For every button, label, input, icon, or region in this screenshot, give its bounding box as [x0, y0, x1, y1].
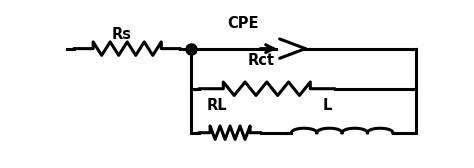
Text: Rs: Rs [112, 27, 132, 42]
Text: Rct: Rct [248, 53, 275, 68]
Text: L: L [323, 98, 332, 113]
Text: CPE: CPE [227, 15, 259, 31]
Text: RL: RL [207, 98, 228, 113]
